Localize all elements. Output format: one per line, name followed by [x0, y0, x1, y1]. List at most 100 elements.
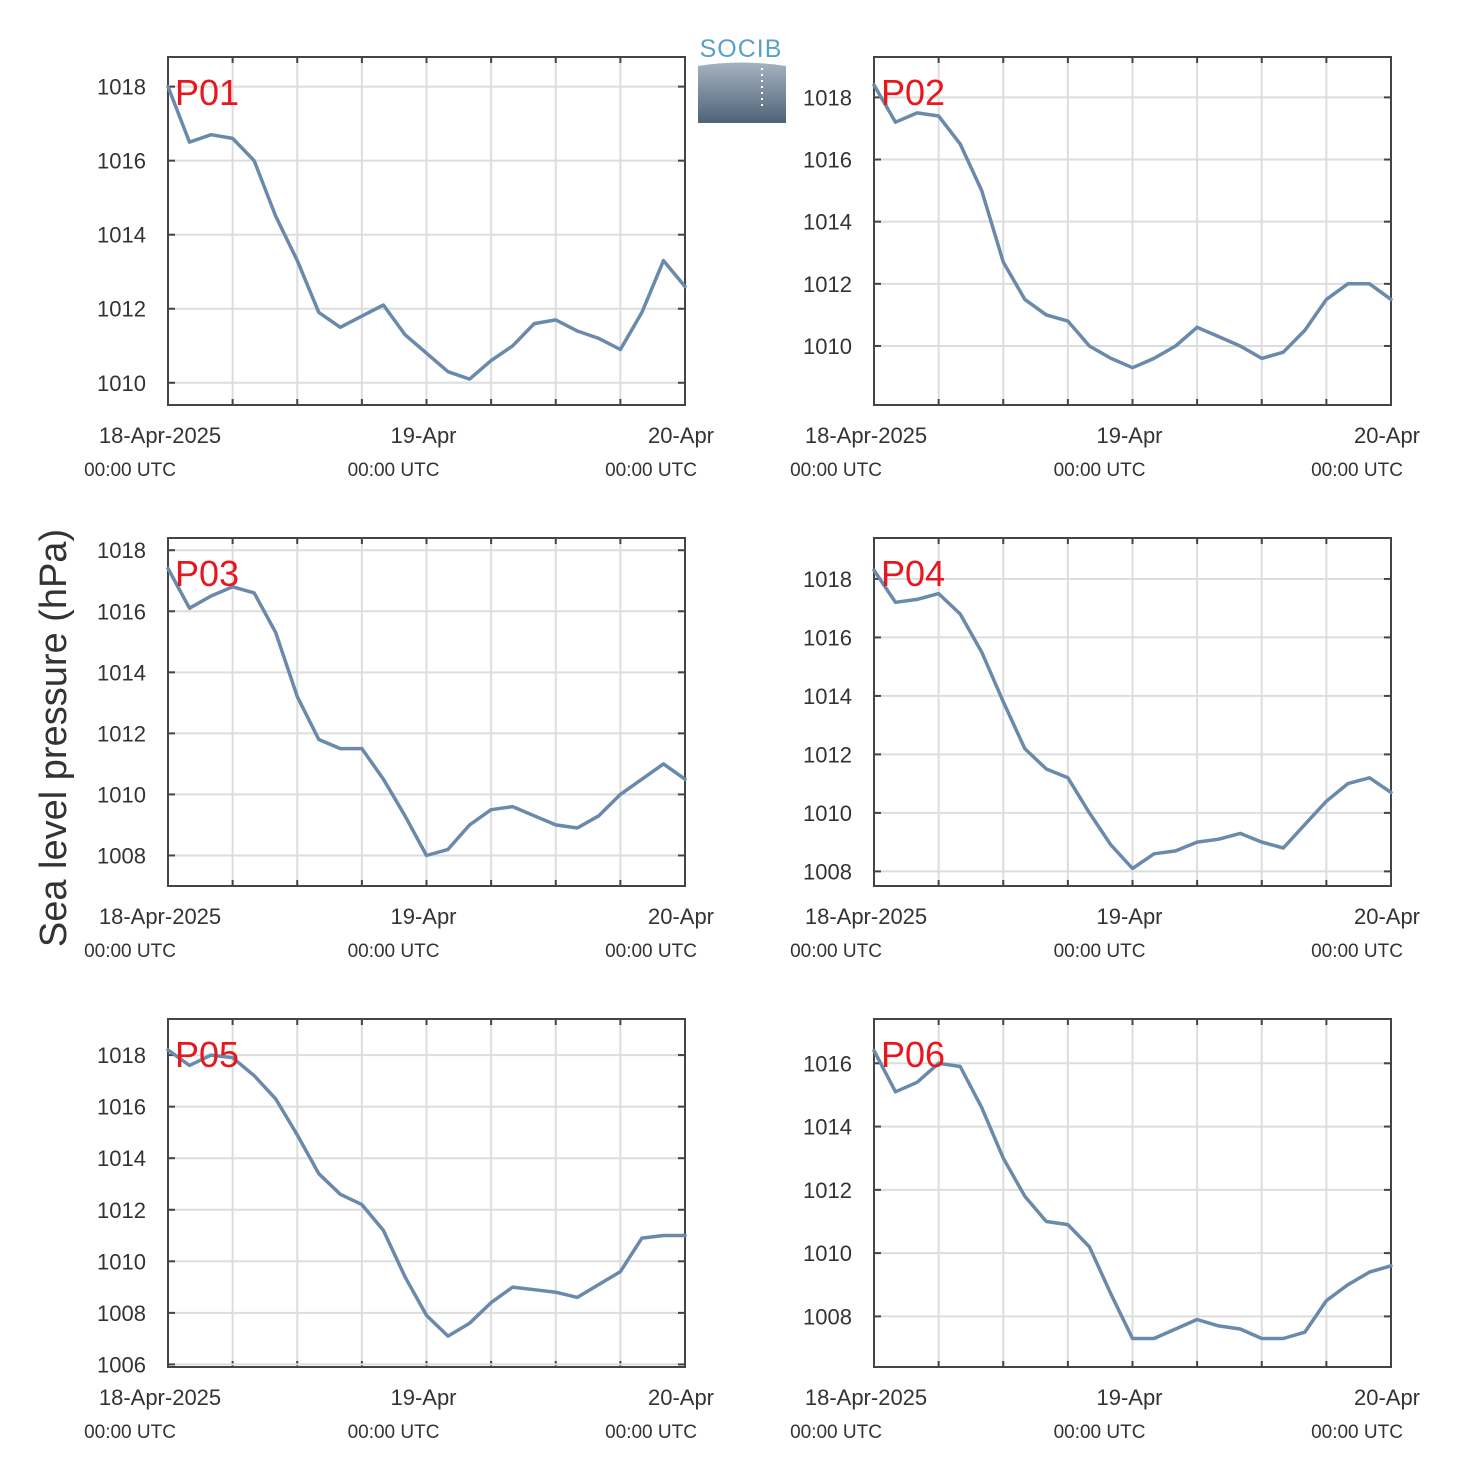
y-tick-label: 1010 [97, 782, 146, 807]
x-tick-label: 20-Apr [1354, 1385, 1420, 1410]
y-tick-label: 1018 [97, 538, 146, 563]
x-tick-sublabel: 00:00 UTC [790, 1422, 882, 1443]
x-tick-label: 20-Apr [648, 1385, 714, 1410]
panel-label: P03 [175, 553, 239, 594]
y-tick-label: 1006 [97, 1352, 146, 1377]
x-tick-label: 18-Apr-2025 [99, 423, 221, 448]
y-tick-label: 1014 [97, 223, 146, 248]
y-tick-label: 1014 [97, 660, 146, 685]
logo-wave-icon [698, 62, 786, 123]
x-tick-label: 20-Apr [1354, 423, 1420, 448]
plot-frame [167, 537, 686, 887]
x-tick-label: 19-Apr [1096, 1385, 1162, 1410]
panel-4: 1008 1010 1012 1014 1016 1018 P04 18-Apr-2025 00… [790, 537, 1420, 962]
panel-1: 1010 1012 1014 1016 1018 P01 18-Apr-2025 00:00 … [84, 56, 714, 481]
x-tick-label: 19-Apr [1096, 423, 1162, 448]
plot-frame [873, 537, 1392, 887]
y-tick-label: 1018 [803, 85, 852, 110]
y-tick-label: 1010 [803, 334, 852, 359]
y-tick-label: 1016 [803, 1051, 852, 1076]
y-tick-label: 1008 [803, 1304, 852, 1329]
x-tick-label: 18-Apr-2025 [805, 904, 927, 929]
x-tick-sublabel: 00:00 UTC [84, 1422, 176, 1443]
panel-3: 1008 1010 1012 1014 1016 1018 P03 18-Apr-2025 00… [84, 537, 714, 962]
y-tick-label: 1010 [803, 801, 852, 826]
y-tick-label: 1012 [803, 1178, 852, 1203]
x-tick-sublabel: 00:00 UTC [84, 941, 176, 962]
series-line [166, 566, 687, 858]
y-tick-label: 1018 [97, 1043, 146, 1068]
y-tick-label: 1010 [97, 371, 146, 396]
x-tick-sublabel: 00:00 UTC [1311, 460, 1403, 481]
y-tick-label: 1012 [97, 721, 146, 746]
y-tick-label: 1008 [97, 843, 146, 868]
x-tick-label: 20-Apr [1354, 904, 1420, 929]
series-line [872, 83, 1393, 370]
x-tick-sublabel: 00:00 UTC [1311, 941, 1403, 962]
y-tick-label: 1016 [803, 148, 852, 173]
socib-logo: SOCIB [698, 35, 786, 123]
x-tick-sublabel: 00:00 UTC [605, 941, 697, 962]
x-tick-label: 18-Apr-2025 [99, 1385, 221, 1410]
y-tick-label: 1010 [803, 1241, 852, 1266]
x-tick-label: 20-Apr [648, 423, 714, 448]
x-tick-sublabel: 00:00 UTC [348, 941, 440, 962]
y-tick-label: 1016 [97, 149, 146, 174]
series-line [166, 84, 687, 381]
x-tick-sublabel: 00:00 UTC [348, 460, 440, 481]
panel-label: P06 [881, 1034, 945, 1075]
x-tick-sublabel: 00:00 UTC [1054, 941, 1146, 962]
y-tick-label: 1012 [803, 742, 852, 767]
y-tick-label: 1016 [97, 1095, 146, 1120]
x-tick-sublabel: 00:00 UTC [605, 460, 697, 481]
panel-label: P02 [881, 72, 945, 113]
panels: 1010 1012 1014 1016 1018 P01 18-Apr-2025 00:00 … [84, 56, 1420, 1443]
x-tick-label: 19-Apr [1096, 904, 1162, 929]
x-tick-label: 19-Apr [390, 1385, 456, 1410]
y-tick-label: 1008 [97, 1301, 146, 1326]
y-tick-label: 1014 [803, 210, 852, 235]
x-tick-label: 19-Apr [390, 904, 456, 929]
y-axis-title: Sea level pressure (hPa) [33, 529, 75, 947]
x-tick-label: 18-Apr-2025 [805, 1385, 927, 1410]
x-tick-label: 18-Apr-2025 [99, 904, 221, 929]
y-tick-label: 1012 [97, 297, 146, 322]
x-tick-sublabel: 00:00 UTC [1054, 1422, 1146, 1443]
plot-frame [873, 1018, 1392, 1368]
panel-6: 1008 1010 1012 1014 1016 P06 18-Apr-2025 00:00 … [790, 1018, 1420, 1443]
x-tick-sublabel: 00:00 UTC [1311, 1422, 1403, 1443]
panel-label: P04 [881, 553, 945, 594]
panel-2: 1010 1012 1014 1016 1018 P02 18-Apr-2025 00:00 … [790, 56, 1420, 481]
y-tick-label: 1018 [97, 75, 146, 100]
y-tick-label: 1012 [803, 272, 852, 297]
x-tick-sublabel: 00:00 UTC [84, 460, 176, 481]
plot-frame [167, 56, 686, 406]
panel-label: P05 [175, 1034, 239, 1075]
x-tick-sublabel: 00:00 UTC [790, 941, 882, 962]
x-tick-sublabel: 00:00 UTC [1054, 460, 1146, 481]
x-tick-label: 19-Apr [390, 423, 456, 448]
x-tick-sublabel: 00:00 UTC [348, 1422, 440, 1443]
x-tick-label: 20-Apr [648, 904, 714, 929]
y-tick-label: 1010 [97, 1249, 146, 1274]
logo-text: SOCIB [700, 35, 783, 63]
y-tick-label: 1008 [803, 859, 852, 884]
x-tick-label: 18-Apr-2025 [805, 423, 927, 448]
x-tick-sublabel: 00:00 UTC [790, 460, 882, 481]
y-tick-label: 1014 [97, 1146, 146, 1171]
y-tick-label: 1016 [97, 599, 146, 624]
series-line [166, 1048, 687, 1338]
plot-frame [873, 56, 1392, 406]
y-tick-label: 1014 [803, 684, 852, 709]
series-line [872, 568, 1393, 871]
y-tick-label: 1016 [803, 625, 852, 650]
y-tick-label: 1018 [803, 567, 852, 592]
y-tick-label: 1012 [97, 1198, 146, 1223]
series-line [872, 1048, 1393, 1341]
y-tick-label: 1014 [803, 1115, 852, 1140]
panel-label: P01 [175, 72, 239, 113]
plot-frame [167, 1018, 686, 1368]
x-tick-sublabel: 00:00 UTC [605, 1422, 697, 1443]
